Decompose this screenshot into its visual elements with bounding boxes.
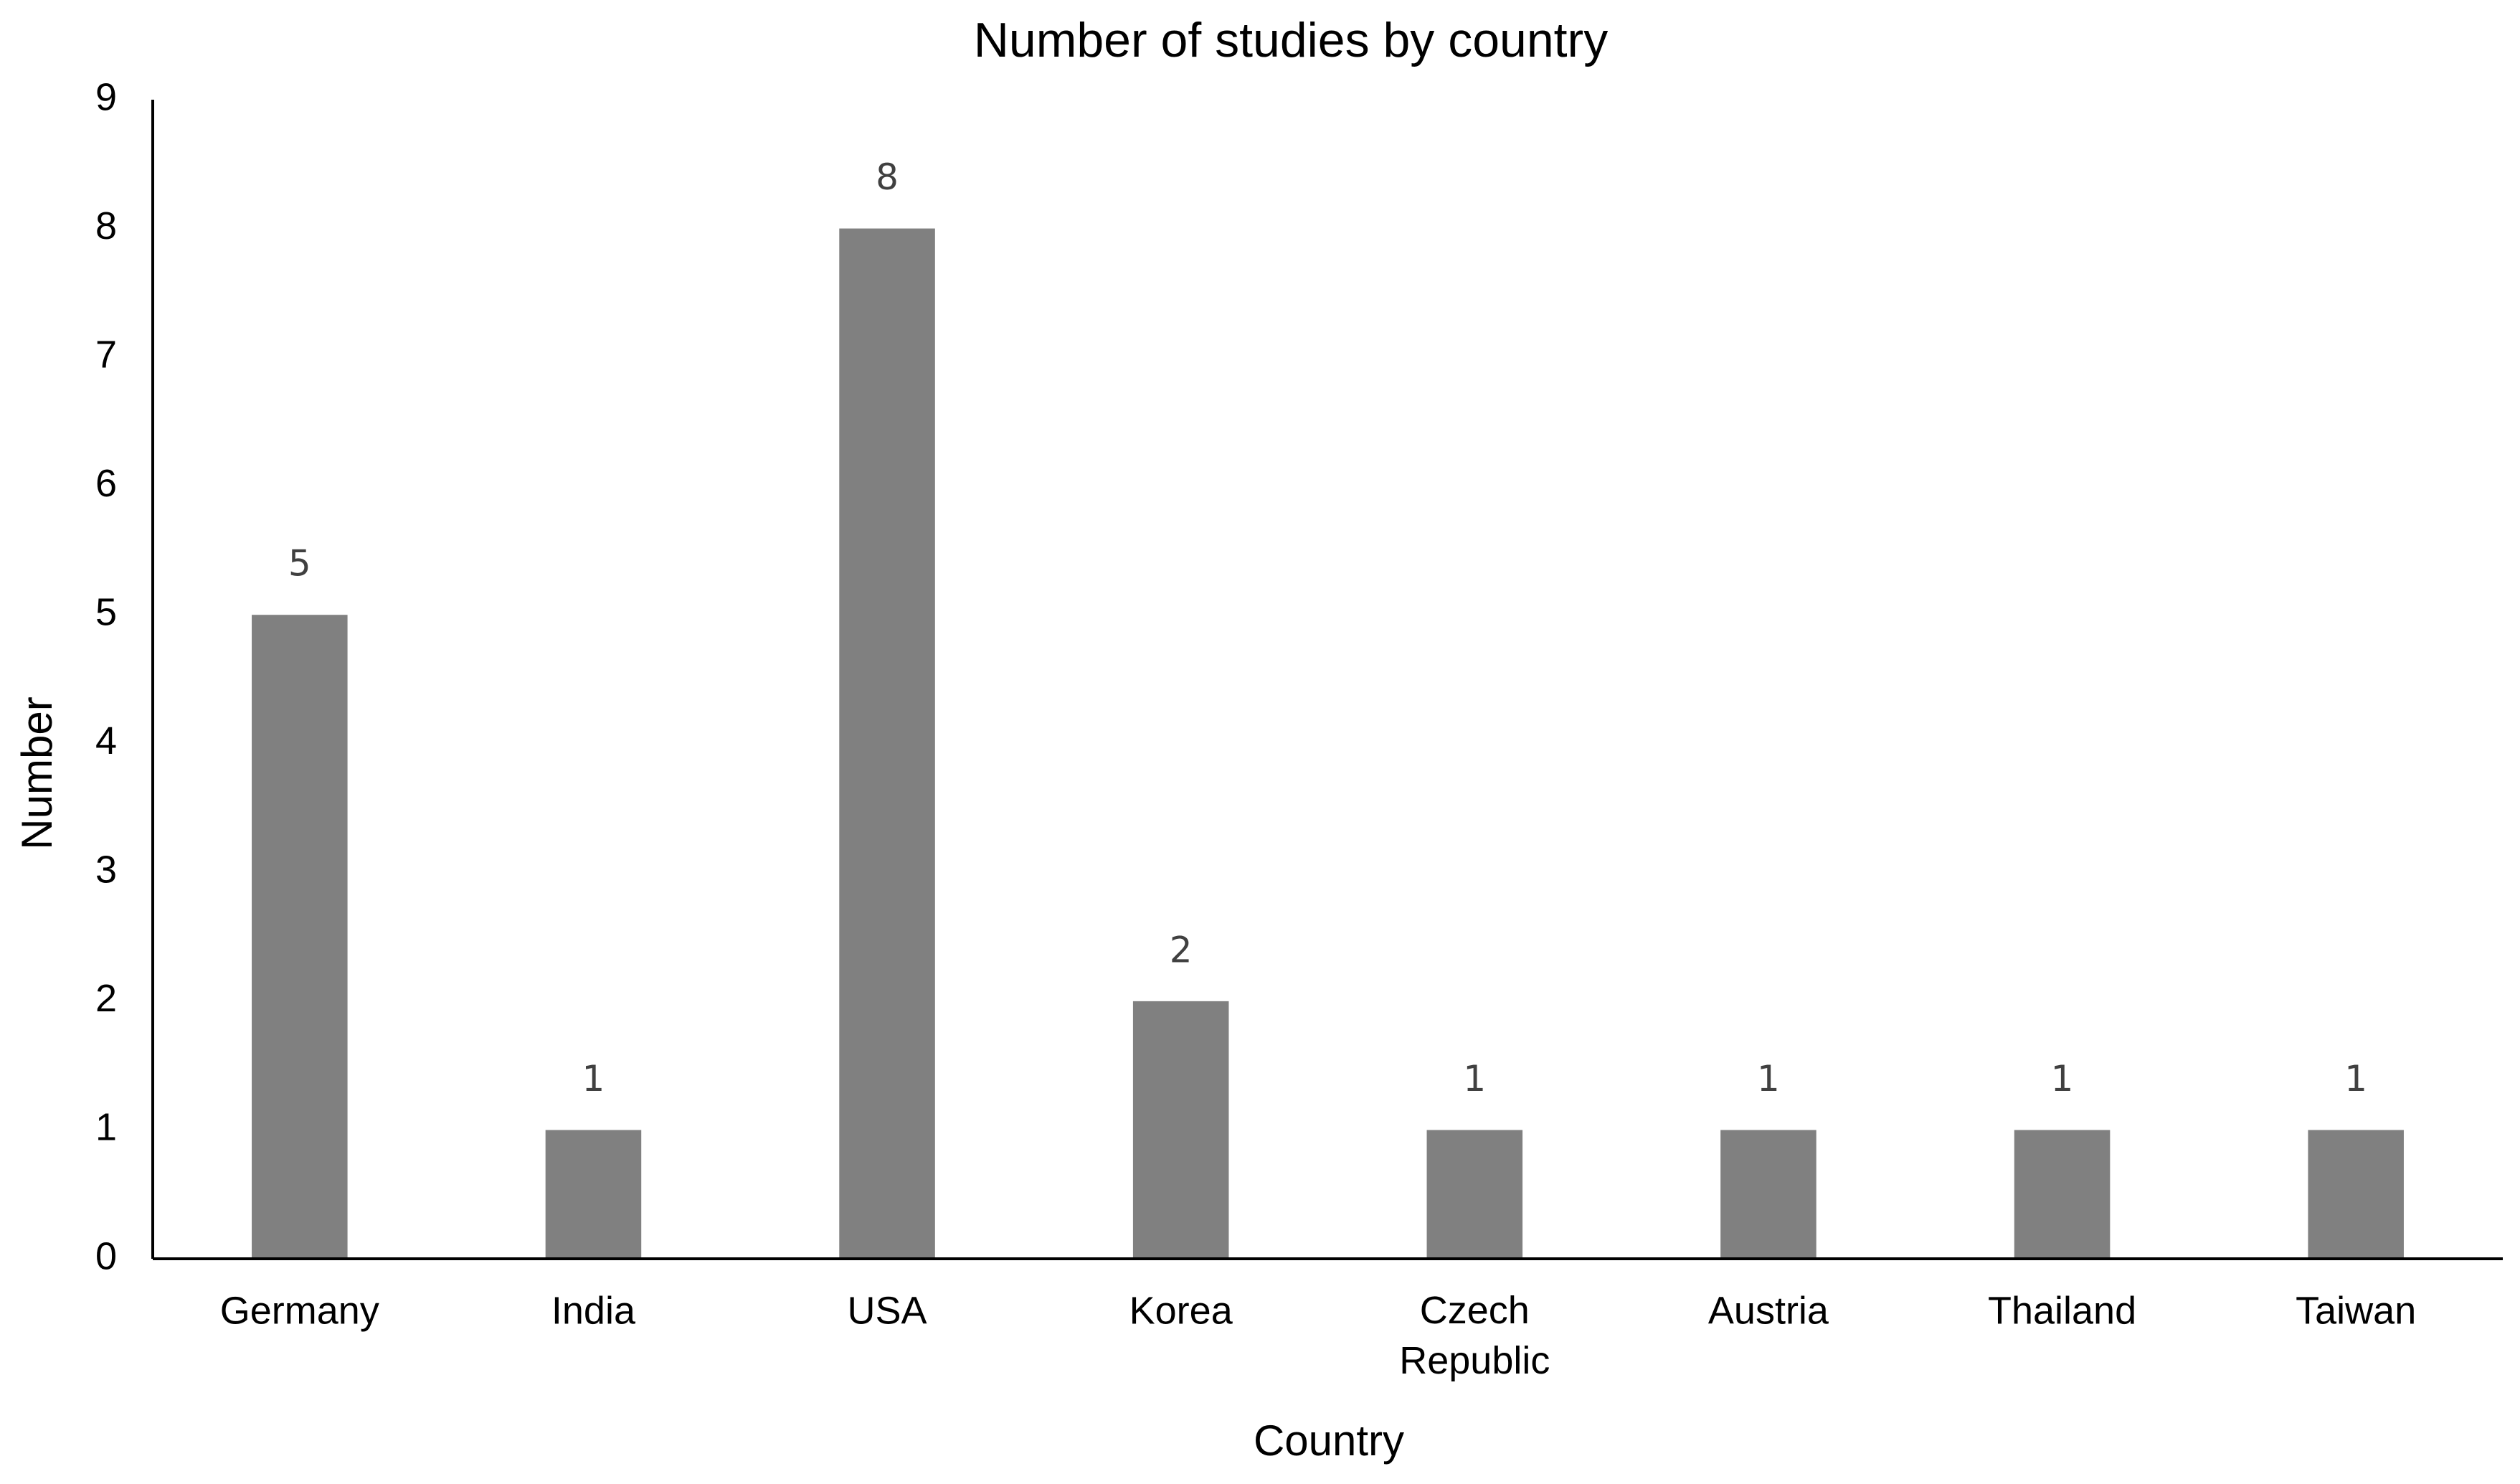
data-label: 1 <box>2344 1058 2367 1100</box>
chart-title: Number of studies by country <box>974 13 1608 67</box>
x-tick-label: Taiwan <box>2296 1289 2416 1332</box>
y-tick-label: 5 <box>95 590 117 633</box>
y-tick-label: 1 <box>95 1106 117 1149</box>
y-tick-label: 2 <box>95 977 117 1020</box>
x-tick-label: India <box>551 1289 636 1332</box>
data-label: 1 <box>1757 1058 1780 1100</box>
bar <box>545 1130 642 1259</box>
x-axis-title: Country <box>1254 1417 1404 1465</box>
x-tick-label: Germany <box>220 1289 379 1332</box>
data-label: 2 <box>1170 929 1193 970</box>
bar <box>2014 1130 2111 1259</box>
data-label: 1 <box>1463 1058 1486 1100</box>
bar <box>2308 1130 2404 1259</box>
data-label: 5 <box>288 543 311 585</box>
x-tick-label: USA <box>848 1289 927 1332</box>
y-tick-label: 6 <box>95 462 117 505</box>
y-tick-label: 7 <box>95 333 117 376</box>
x-tick-label: Czech Republic <box>1399 1289 1550 1382</box>
data-label: 1 <box>582 1058 605 1100</box>
x-tick-label: Korea <box>1129 1289 1233 1332</box>
bar <box>1132 1001 1229 1259</box>
data-label: 8 <box>876 156 899 198</box>
bar <box>1426 1130 1523 1259</box>
x-tick-label: Thailand <box>1988 1289 2136 1332</box>
bar <box>1720 1130 1816 1259</box>
bar <box>839 228 935 1259</box>
x-tick-label: Austria <box>1708 1289 1829 1332</box>
y-axis-title: Number <box>13 696 61 849</box>
y-tick-label: 4 <box>95 719 117 762</box>
y-tick-label: 8 <box>95 204 117 247</box>
y-tick-label: 9 <box>95 75 117 118</box>
y-tick-label: 0 <box>95 1234 117 1277</box>
y-tick-label: 3 <box>95 849 117 892</box>
bar <box>252 615 348 1259</box>
data-label: 1 <box>2051 1058 2074 1100</box>
